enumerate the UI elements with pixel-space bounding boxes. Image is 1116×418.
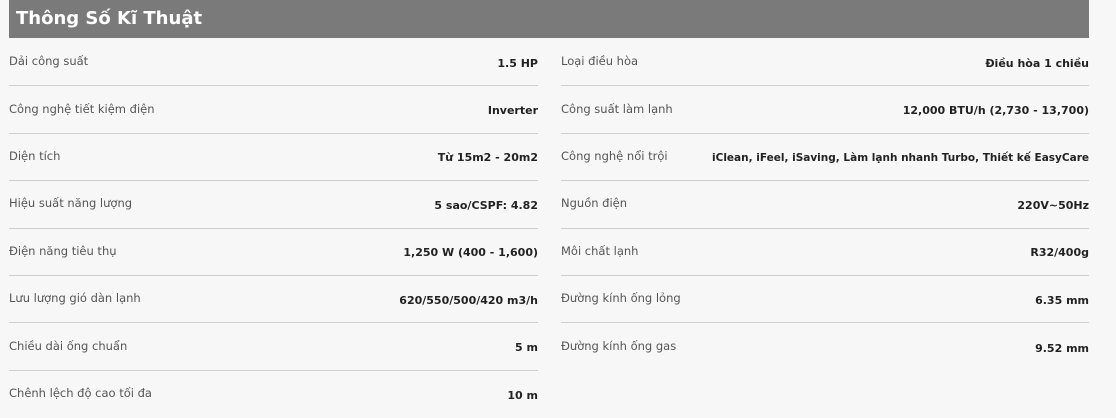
spec-value: 10 m xyxy=(507,388,538,402)
spec-row: Đường kính ống lỏng 6.35 mm xyxy=(561,276,1089,324)
specs-column-left: Dải công suất 1.5 HP Công nghệ tiết kiệm … xyxy=(9,39,538,418)
spec-label: Nguồn điện xyxy=(561,196,628,211)
spec-value: 9.52 mm xyxy=(1035,341,1089,355)
spec-row: Dải công suất 1.5 HP xyxy=(9,39,538,87)
specs-title: Thông Số Kĩ Thuật xyxy=(16,8,203,29)
spec-value: 5 m xyxy=(515,341,538,355)
spec-label: Đường kính ống lỏng xyxy=(561,291,681,306)
spec-row: Môi chất lạnh R32/400g xyxy=(561,229,1089,276)
specs-header: Thông Số Kĩ Thuật xyxy=(9,0,1089,38)
spec-label: Hiệu suất năng lượng xyxy=(9,196,133,211)
spec-row: Đường kính ống gas 9.52 mm xyxy=(561,323,1089,370)
spec-row: Chênh lệch độ cao tối đa 10 m xyxy=(9,371,538,418)
spec-label: Lưu lượng gió dàn lạnh xyxy=(9,291,141,306)
spec-row: Công suất làm lạnh 12,000 BTU/h (2,730 - … xyxy=(561,86,1089,134)
spec-row: Diện tích Từ 15m2 - 20m2 xyxy=(9,134,538,182)
spec-value: 6.35 mm xyxy=(1035,293,1089,307)
spec-value: R32/400g xyxy=(1030,246,1089,260)
spec-value: 220V~50Hz xyxy=(1017,198,1089,212)
spec-row: Nguồn điện 220V~50Hz xyxy=(561,181,1089,229)
spec-label: Công suất làm lạnh xyxy=(561,101,673,116)
spec-label: Môi chất lạnh xyxy=(561,243,639,258)
spec-value: 1.5 HP xyxy=(497,56,538,70)
spec-value: Từ 15m2 - 20m2 xyxy=(437,151,538,165)
spec-row: Hiệu suất năng lượng 5 sao/CSPF: 4.82 xyxy=(9,181,538,229)
spec-label: Chiều dài ống chuẩn xyxy=(9,338,128,353)
spec-label: Loại điều hòa xyxy=(561,54,639,69)
spec-value: Inverter xyxy=(487,104,538,118)
spec-value: 620/550/500/420 m3/h xyxy=(399,293,538,307)
spec-value: 12,000 BTU/h (2,730 - 13,700) xyxy=(902,104,1089,118)
spec-label: Chênh lệch độ cao tối đa xyxy=(9,386,152,401)
spec-row: Điện năng tiêu thụ 1,250 W (400 - 1,600) xyxy=(9,229,538,276)
spec-row: Chiều dài ống chuẩn 5 m xyxy=(9,323,538,371)
spec-row: Lưu lượng gió dàn lạnh 620/550/500/420 m3… xyxy=(9,276,538,324)
spec-row: Công nghệ nổi trội iClean, iFeel, iSaving… xyxy=(561,134,1089,182)
specs-column-right: Loại điều hòa Điều hòa 1 chiều Công suất … xyxy=(561,39,1089,371)
spec-value: 5 sao/CSPF: 4.82 xyxy=(434,198,538,212)
spec-label: Điện năng tiêu thụ xyxy=(9,243,117,258)
spec-row: Công nghệ tiết kiệm điện Inverter xyxy=(9,86,538,134)
spec-label: Diện tích xyxy=(9,148,61,163)
spec-value: 1,250 W (400 - 1,600) xyxy=(403,246,538,260)
spec-row: Loại điều hòa Điều hòa 1 chiều xyxy=(561,39,1089,87)
spec-label: Dải công suất xyxy=(9,54,89,69)
spec-label: Công nghệ tiết kiệm điện xyxy=(9,101,155,116)
spec-value: Điều hòa 1 chiều xyxy=(985,56,1089,70)
spec-label: Đường kính ống gas xyxy=(561,339,677,354)
spec-value: iClean, iFeel, iSaving, Làm lạnh nhanh T… xyxy=(712,151,1089,164)
spec-label: Công nghệ nổi trội xyxy=(561,148,668,163)
